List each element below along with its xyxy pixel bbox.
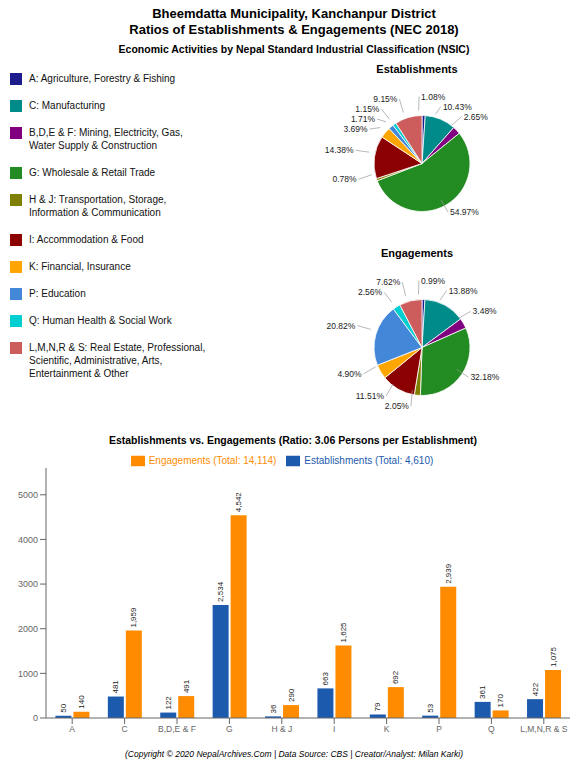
svg-text:3.69%: 3.69%: [343, 124, 368, 134]
svg-text:K: K: [384, 724, 390, 734]
svg-text:L,M,N,R & S: L,M,N,R & S: [520, 724, 568, 734]
svg-text:32.18%: 32.18%: [470, 372, 499, 382]
html-text:C: Manufacturing: C: Manufacturing: [29, 100, 106, 111]
html-text:Engagements: Engagements: [380, 247, 454, 259]
svg-text:481: 481: [111, 680, 120, 694]
svg-text:H & J: H & J: [271, 724, 292, 734]
svg-text:B,D,E & F: B,D,E & F: [158, 724, 196, 734]
svg-text:122: 122: [164, 696, 173, 710]
svg-text:3000: 3000: [18, 579, 38, 589]
svg-text:4000: 4000: [18, 535, 38, 545]
svg-text:36: 36: [269, 704, 278, 713]
svg-text:1,625: 1,625: [339, 622, 348, 643]
svg-text:1,075: 1,075: [549, 646, 558, 667]
svg-text:361: 361: [478, 685, 487, 699]
html-text:Economic Activities by Nepal S: Economic Activities by Nepal Standard In…: [118, 43, 470, 55]
html-text:Engagements (Total: 14,114): Engagements (Total: 14,114): [148, 454, 277, 466]
svg-text:G: G: [226, 724, 233, 734]
svg-text:P: P: [436, 724, 442, 734]
svg-text:1.15%: 1.15%: [355, 104, 380, 114]
svg-text:140: 140: [77, 695, 86, 709]
svg-text:2.56%: 2.56%: [358, 287, 383, 297]
svg-text:0.99%: 0.99%: [421, 276, 446, 286]
html-text:G: Wholesale & Retail Trade: G: Wholesale & Retail Trade: [29, 167, 156, 178]
html-text:P: Education: P: Education: [29, 288, 86, 299]
html-text:H & J: Transportation, Storage: H & J: Transportation, Storage, Informat…: [29, 194, 167, 218]
svg-text:13.88%: 13.88%: [449, 286, 478, 296]
svg-text:10.43%: 10.43%: [443, 102, 472, 112]
svg-text:170: 170: [496, 694, 505, 708]
svg-text:1000: 1000: [18, 669, 38, 679]
html-text:Q: Human Health & Social Work: Q: Human Health & Social Work: [29, 315, 172, 326]
html-text:Establishments vs. Engagements: Establishments vs. Engagements (Ratio: 3…: [108, 434, 478, 446]
html-text:L,M,N,R & S: Real Estate, Prof: L,M,N,R & S: Real Estate, Professional, …: [29, 342, 206, 379]
svg-text:Q: Q: [488, 724, 495, 734]
svg-text:2.05%: 2.05%: [385, 401, 410, 411]
svg-text:663: 663: [321, 672, 330, 686]
svg-text:54.97%: 54.97%: [450, 207, 479, 217]
svg-text:0.78%: 0.78%: [333, 174, 358, 184]
svg-text:2000: 2000: [18, 624, 38, 634]
svg-text:0: 0: [33, 713, 38, 723]
svg-text:290: 290: [287, 688, 296, 702]
html-text:A: Agriculture, Forestry & Fis: A: Agriculture, Forestry & Fishing: [29, 73, 176, 84]
svg-text:422: 422: [531, 682, 540, 696]
html-text:B,D,E & F: Mining, Electricity: B,D,E & F: Mining, Electricity, Gas, Wat…: [29, 127, 183, 151]
html-text:(Copyright © 2020 NepalArchive: (Copyright © 2020 NepalArchives.Com | Da…: [125, 749, 463, 759]
html-text:K: Financial, Insurance: K: Financial, Insurance: [29, 261, 131, 272]
html-text:Establishments: Establishments: [376, 63, 458, 75]
svg-text:9.15%: 9.15%: [373, 94, 398, 104]
svg-text:3.48%: 3.48%: [473, 306, 498, 316]
svg-text:C: C: [122, 724, 128, 734]
svg-text:692: 692: [391, 670, 400, 684]
svg-text:1.71%: 1.71%: [351, 114, 376, 124]
svg-text:4.90%: 4.90%: [337, 369, 362, 379]
svg-text:I: I: [333, 724, 335, 734]
svg-text:1.08%: 1.08%: [421, 92, 446, 102]
svg-text:14.38%: 14.38%: [325, 145, 354, 155]
svg-text:20.82%: 20.82%: [327, 321, 356, 331]
svg-text:53: 53: [426, 703, 435, 712]
svg-text:4,542: 4,542: [234, 492, 243, 513]
svg-text:79: 79: [373, 702, 382, 711]
svg-text:491: 491: [182, 679, 191, 693]
svg-text:2.65%: 2.65%: [464, 112, 489, 122]
svg-text:11.51%: 11.51%: [356, 391, 385, 401]
svg-text:1,959: 1,959: [129, 607, 138, 628]
svg-text:A: A: [69, 724, 75, 734]
html-text:I: Accommodation & Food: I: Accommodation & Food: [29, 234, 144, 245]
svg-text:2,534: 2,534: [216, 581, 225, 602]
html-text:Bheemdatta Municipality, Kanch: Bheemdatta Municipality, Kanchanpur Dist…: [129, 6, 459, 37]
svg-text:2,939: 2,939: [444, 563, 453, 584]
svg-text:50: 50: [59, 703, 68, 712]
svg-text:7.62%: 7.62%: [376, 277, 401, 287]
svg-text:5000: 5000: [18, 490, 38, 500]
html-text:Establishments (Total: 4,610): Establishments (Total: 4,610): [304, 454, 434, 466]
